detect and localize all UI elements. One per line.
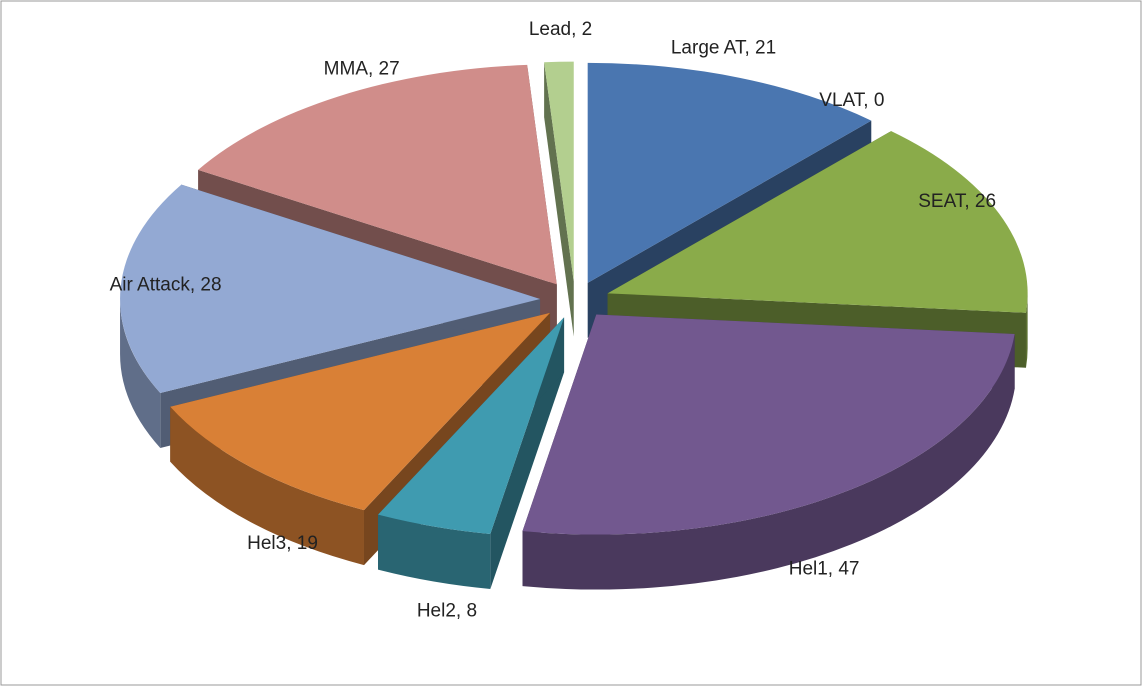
data-label: Hel2, 8 — [417, 601, 477, 622]
data-label: MMA, 27 — [324, 58, 400, 79]
data-label: Air Attack, 28 — [110, 275, 222, 296]
slice-top — [598, 124, 883, 287]
slice — [544, 61, 574, 337]
slice — [378, 317, 565, 589]
data-label: VLAT, 0 — [819, 90, 884, 111]
slice-side — [120, 299, 161, 448]
slice-top — [170, 312, 551, 511]
slice — [598, 124, 883, 287]
slice-top — [607, 131, 1028, 313]
data-label: SEAT, 26 — [918, 191, 996, 212]
slice-side — [170, 406, 364, 566]
slice-wall — [544, 62, 574, 337]
slice-top — [544, 61, 574, 282]
slice — [522, 314, 1015, 590]
slice-top — [378, 317, 565, 534]
data-label: Hel1, 47 — [789, 558, 860, 579]
slice-side — [522, 333, 1015, 590]
slice-side — [1025, 293, 1028, 368]
data-label: Large AT, 21 — [671, 37, 776, 58]
data-label: Lead, 2 — [529, 19, 592, 40]
slice-top — [120, 184, 541, 393]
slice-top — [587, 62, 872, 283]
slice-top — [522, 314, 1015, 535]
slice-top — [198, 64, 557, 285]
data-label: Hel3, 19 — [247, 533, 318, 554]
slice-side — [378, 514, 491, 589]
